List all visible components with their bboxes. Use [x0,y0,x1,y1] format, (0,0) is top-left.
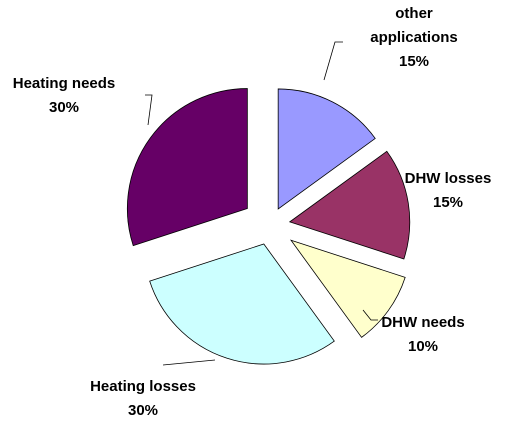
slice-percent-label: 30% [128,402,158,419]
slice-label: Heating needs 30% [13,75,116,116]
slice-category-label: Heating losses [90,378,196,395]
pie-slice [149,243,335,365]
slice-percent-label: 30% [49,99,79,116]
leader-line [162,359,216,366]
slice-percent-label: 15% [433,194,463,211]
slice-labels: other applications 15% DHW losses 15% DHW nee… [13,5,492,419]
slice-label: DHW losses 15% [405,170,492,211]
slice-percent-label: 10% [408,338,438,355]
slice-label: Heating losses 30% [90,378,196,419]
slice-category-label: DHW losses [405,170,492,187]
leader-line [323,41,343,81]
slice-label: DHW needs 10% [381,314,464,355]
slice-category-label: other [395,5,433,22]
pie-slices [126,88,411,365]
pie-slice [277,88,376,210]
slice-category-label: applications [370,29,458,46]
leader-lines [145,41,378,366]
pie-slice [288,150,411,260]
leader-line [145,94,153,126]
slice-percent-label: 15% [399,53,429,70]
slice-category-label: DHW needs [381,314,464,331]
pie-slice [126,88,248,247]
pie-slice [289,239,406,338]
slice-category-label: Heating needs [13,75,116,92]
slice-label: other applications 15% [370,5,458,70]
leader-line [362,309,378,321]
